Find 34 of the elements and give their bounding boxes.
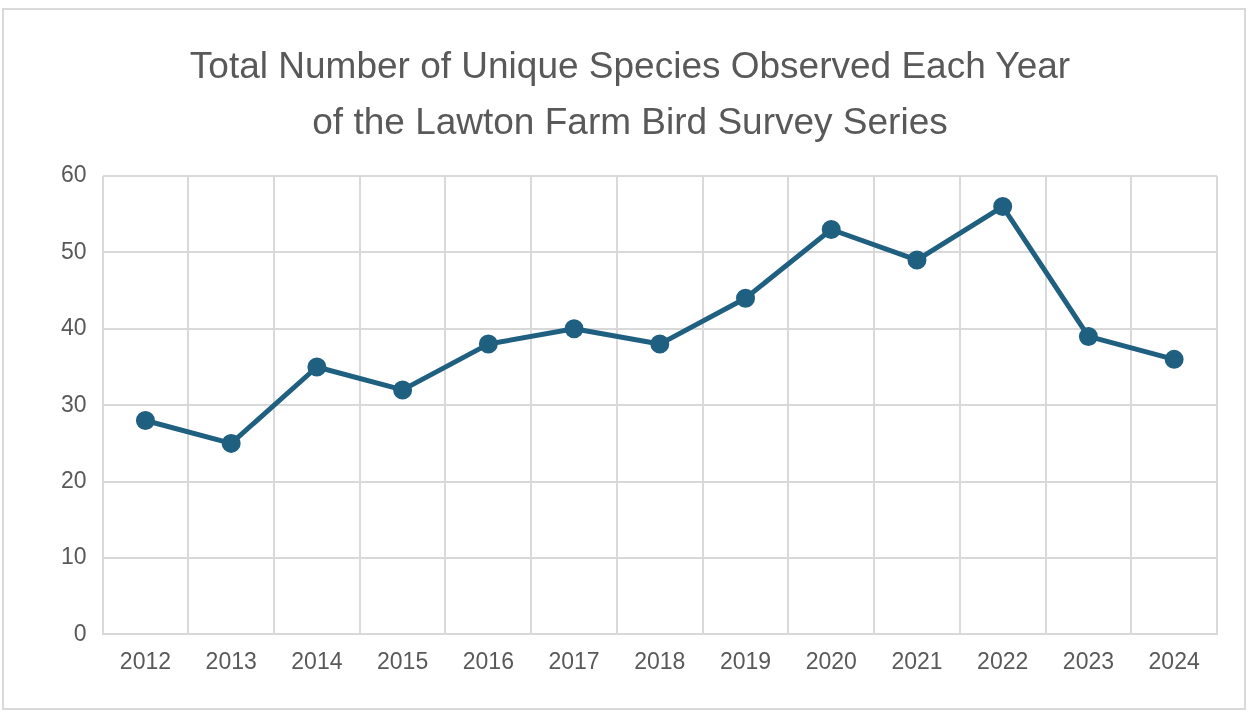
point <box>1164 349 1184 369</box>
x-tick-label: 2023 <box>1062 647 1114 674</box>
point <box>993 197 1013 217</box>
point <box>907 250 927 270</box>
x-tick-label: 2016 <box>462 647 514 674</box>
x-tick-label: 2020 <box>805 647 857 674</box>
point <box>1078 326 1098 346</box>
x-tick-label: 2017 <box>548 647 600 674</box>
x-tick-label: 2015 <box>377 647 429 674</box>
y-tick-label: 30 <box>60 390 87 417</box>
chart-title: Total Number of Unique Species Observed Each Year of the Lawton Farm Bird Survey Series <box>188 44 1072 144</box>
y-tick-label: 0 <box>73 619 87 646</box>
point <box>307 357 327 377</box>
point <box>821 219 841 239</box>
y-tick-label: 10 <box>60 543 87 570</box>
x-tick-label: 2013 <box>205 647 257 674</box>
point <box>478 334 498 354</box>
x-tick-label: 2018 <box>634 647 686 674</box>
point <box>564 319 584 339</box>
point <box>650 334 670 354</box>
y-tick-label: 50 <box>60 237 87 264</box>
x-tick-label: 2021 <box>891 647 943 674</box>
point <box>135 410 155 430</box>
point <box>736 288 756 308</box>
y-tick-label: 60 <box>60 161 87 188</box>
point <box>393 380 413 400</box>
point <box>221 433 241 453</box>
x-tick-label: 2019 <box>719 647 772 674</box>
y-tick-label: 20 <box>60 466 87 493</box>
x-tick-label: 2012 <box>119 647 172 674</box>
x-tick-label: 2022 <box>977 647 1029 674</box>
x-tick-label: 2014 <box>291 647 343 674</box>
y-tick-label: 40 <box>60 314 87 341</box>
x-tick-label: 2024 <box>1148 647 1200 674</box>
